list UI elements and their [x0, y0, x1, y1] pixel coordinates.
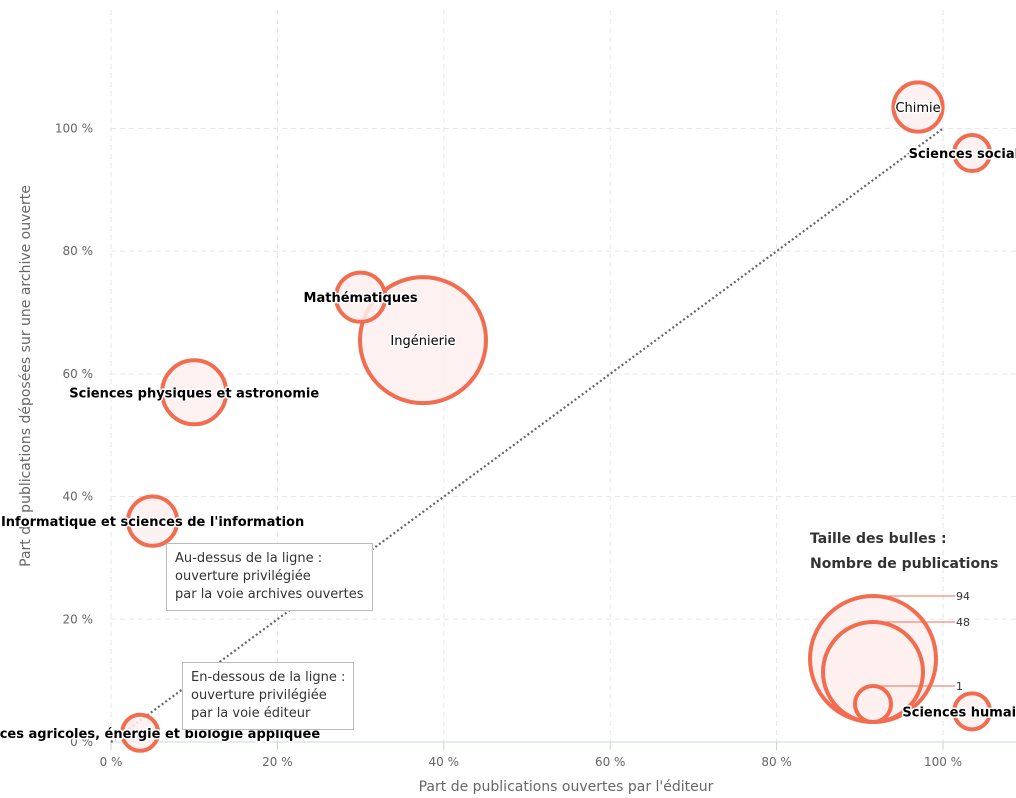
bubble — [160, 358, 229, 427]
bubble — [334, 270, 388, 324]
bubbles — [120, 80, 993, 753]
bubble-label: Sciences physiques et astronomie — [69, 386, 319, 401]
y-tick-label: 40 % — [63, 490, 94, 504]
y-tick-label: 20 % — [63, 612, 94, 626]
bubble-label: Informatique et sciences de l'informatio… — [1, 515, 304, 530]
annotation-above-line: Au-dessus de la ligne : ouverture privil… — [166, 543, 373, 611]
y-tick-label: 100 % — [55, 122, 93, 136]
x-axis: 0 % 20 % 40 % 60 % 80 % 100 % — [100, 741, 1016, 769]
bubble — [120, 712, 161, 753]
bubble-label: Sciences sociales — [909, 147, 1016, 162]
bubble — [952, 691, 993, 732]
legend-value: 94 — [956, 590, 970, 603]
diagonal-line — [110, 127, 944, 743]
x-tick-label: 0 % — [100, 755, 123, 769]
bubble-label: Mathématiques — [304, 291, 418, 306]
x-tick-label: 60 % — [595, 755, 626, 769]
y-axis: 0 % 20 % 40 % 60 % 80 % 100 % — [55, 122, 93, 750]
diagonal-reference-line — [110, 127, 944, 743]
bubble-label: Ingénierie — [390, 334, 455, 349]
annotation-below-line2: ouverture privilégiée — [191, 688, 327, 703]
y-axis-title: Part de publications déposées sur une ar… — [18, 185, 34, 567]
legend-value: 1 — [956, 680, 963, 693]
x-tick-label: 100 % — [924, 755, 962, 769]
annotation-above-line3: par la voie archives ouvertes — [175, 587, 364, 602]
legend-title-line1: Taille des bulles : — [810, 531, 947, 547]
bubble-label: Sciences humaines — [902, 705, 1016, 720]
x-axis-title: Part de publications ouvertes par l'édit… — [419, 779, 714, 795]
bubble — [952, 133, 993, 174]
y-tick-label: 60 % — [63, 367, 94, 381]
x-tick-label: 20 % — [262, 755, 293, 769]
bubble-labels: Chimie Sciences sociales Mathématiques Ingé… — [0, 100, 1016, 744]
legend-title-line2: Nombre de publications — [810, 556, 998, 572]
annotation-below-line1: En-dessous de la ligne : — [191, 670, 346, 685]
x-tick-label: 40 % — [429, 755, 460, 769]
bubble-size-legend: Taille des bulles : Nombre de publicatio… — [808, 531, 998, 725]
annotation-below-line: En-dessous de la ligne : ouverture privi… — [182, 662, 355, 730]
y-tick-label: 80 % — [63, 244, 94, 258]
legend-value: 48 — [956, 616, 970, 629]
bubble — [358, 275, 488, 406]
bubble-label: Chimie — [895, 101, 940, 116]
legend-bubble — [853, 684, 893, 724]
x-tick-label: 80 % — [761, 755, 792, 769]
bubble — [891, 80, 945, 134]
annotation-above-line1: Au-dessus de la ligne : — [175, 551, 323, 566]
annotation-below-line3: par la voie éditeur — [191, 706, 311, 721]
y-tick-label: 0 % — [70, 735, 93, 749]
annotation-above-line2: ouverture privilégiée — [175, 569, 311, 584]
bubble — [126, 494, 180, 548]
